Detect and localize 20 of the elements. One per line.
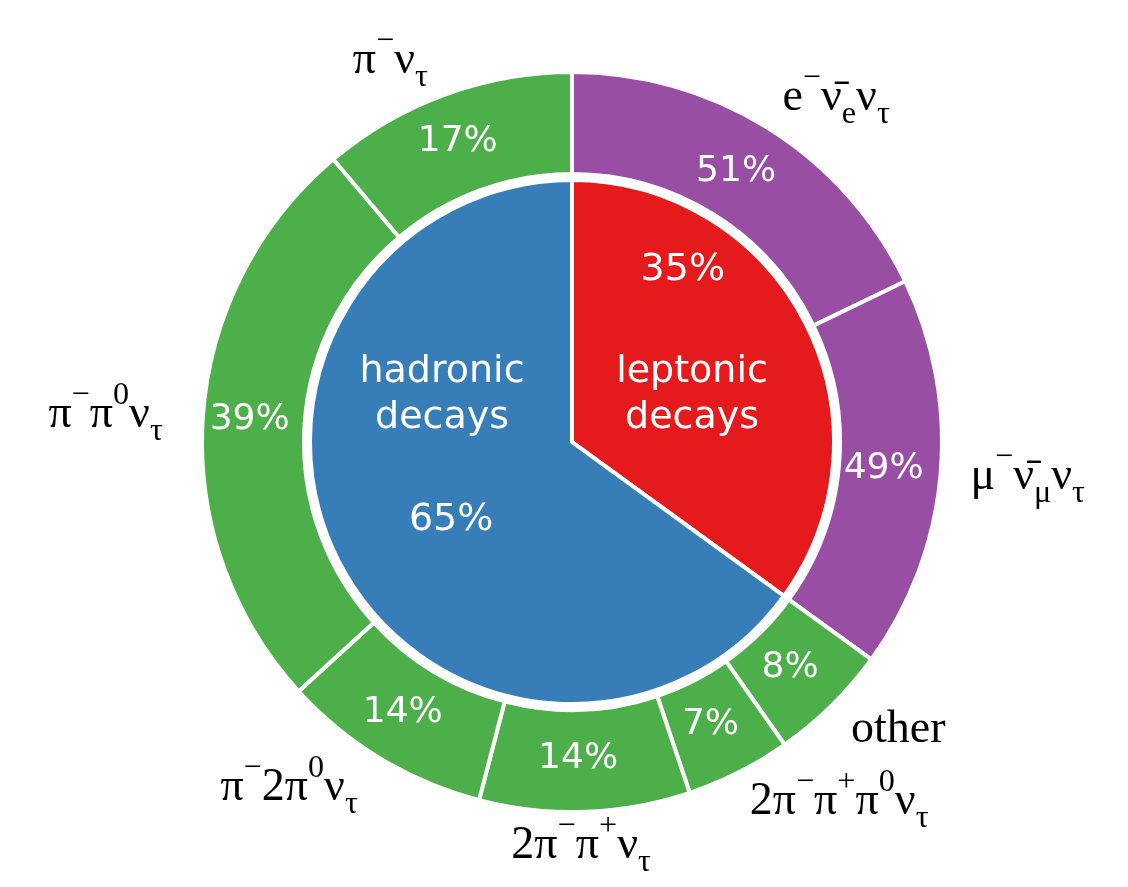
- data-label: 17%: [417, 117, 498, 159]
- slice-label: μ$^{−}$ν̄$_{μ}$ν$_{τ}$: [970, 437, 1086, 510]
- data-label: 7%: [681, 700, 740, 742]
- slice-label: leptonic decays: [616, 347, 768, 437]
- slice-label: 2π$^{−}$π$^{+}$π$^{0}$ν$_{τ}$: [749, 762, 929, 835]
- slice-label: 2π$^{−}$π$^{+}$ν$_{τ}$: [511, 805, 651, 878]
- data-label: 65%: [408, 495, 494, 539]
- slice-label: e$^{−}$ν̄$_{e}$ν$_{τ}$: [782, 58, 890, 131]
- slice-label: π$^{−}$2π$^{0}$ν$_{τ}$: [220, 747, 358, 820]
- slice-label: π$^{−}$ν$_{τ}$: [352, 20, 428, 93]
- slice-label: other: [851, 700, 946, 752]
- data-label: 8%: [761, 643, 819, 685]
- data-label: 51%: [696, 147, 777, 189]
- data-label: 14%: [362, 688, 443, 730]
- slice-label: π$^{−}$π$^{0}$ν$_{τ}$: [48, 374, 163, 447]
- data-label: 35%: [640, 245, 726, 289]
- slice-label: hadronic decays: [359, 347, 525, 437]
- data-label: 39%: [209, 395, 290, 437]
- data-label: 14%: [538, 734, 619, 776]
- data-label: 49%: [843, 444, 924, 486]
